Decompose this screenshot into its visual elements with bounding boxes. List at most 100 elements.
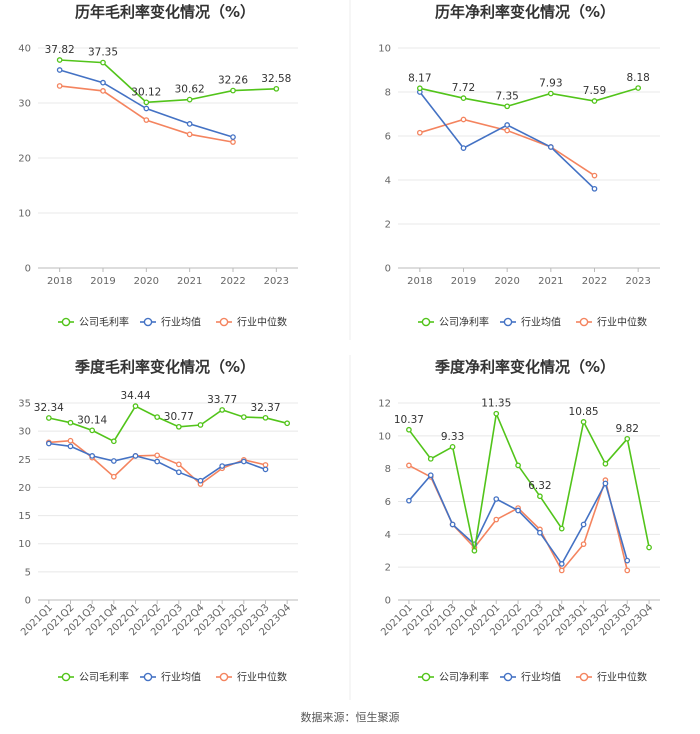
x-tick-label: 2023 <box>625 276 650 287</box>
legend-label: 行业中位数 <box>597 316 647 329</box>
legend-marker <box>61 672 71 682</box>
legend-marker <box>219 672 229 682</box>
y-tick-label: 0 <box>25 596 31 607</box>
series-2 <box>406 472 631 567</box>
legend-marker <box>421 317 431 327</box>
y-tick-label: 0 <box>385 264 391 275</box>
data-point <box>132 403 139 410</box>
data-point <box>143 105 150 112</box>
legend-label: 行业中位数 <box>237 316 287 329</box>
legend-item[interactable]: 行业均值 <box>140 316 201 329</box>
legend-marker <box>61 317 71 327</box>
legend-item[interactable]: 行业中位数 <box>576 671 647 684</box>
data-label: 6.32 <box>528 480 551 492</box>
data-label: 32.34 <box>34 402 64 414</box>
data-label: 7.72 <box>452 82 475 94</box>
chart-2: 历年净利率变化情况（%） 0 2 4 6 8 10 2018 2019 2020 2021 2022 2… <box>378 3 660 329</box>
data-point <box>427 455 434 462</box>
data-point <box>89 453 96 459</box>
legend-marker <box>219 317 229 327</box>
data-point <box>154 414 161 420</box>
legend-item[interactable]: 公司净利率 <box>418 671 489 684</box>
series-1: 37.82 37.35 30.12 30.62 32.26 32.58 <box>45 44 291 106</box>
y-tick-label: 30 <box>18 99 31 110</box>
data-point <box>67 443 74 450</box>
legend-item[interactable]: 行业中位数 <box>576 316 647 329</box>
series-2 <box>56 67 236 140</box>
series-line <box>408 464 629 572</box>
series-1: 10.37 9.33 11.35 6.32 10.85 9.82 <box>394 398 652 554</box>
y-tick-label: 2 <box>385 220 391 231</box>
data-label: 34.44 <box>120 390 150 402</box>
legend-item[interactable]: 行业均值 <box>500 671 561 684</box>
data-point <box>67 437 74 444</box>
y-tick-label: 5 <box>25 567 31 578</box>
y-tick-label: 12 <box>378 399 391 410</box>
source-note: 数据来源：恒生聚源 <box>301 710 400 724</box>
data-point <box>416 129 423 136</box>
data-point <box>56 57 63 63</box>
data-point <box>56 83 63 89</box>
data-point <box>89 427 96 434</box>
legend-item[interactable]: 公司净利率 <box>418 316 489 329</box>
data-label: 32.26 <box>218 75 248 87</box>
x-tick-label: 2021 <box>177 276 202 287</box>
data-label: 30.12 <box>131 86 161 98</box>
legend-marker <box>503 317 513 327</box>
data-point <box>262 462 269 468</box>
legend-label: 公司净利率 <box>439 316 489 329</box>
data-point <box>240 458 247 465</box>
data-point <box>197 422 204 428</box>
legend-item[interactable]: 行业中位数 <box>216 671 287 684</box>
data-label: 37.82 <box>45 44 75 56</box>
legend-label: 行业均值 <box>161 671 201 684</box>
data-point <box>100 79 106 86</box>
data-label: 10.37 <box>394 414 424 426</box>
x-tick-label: 2021 <box>538 276 563 287</box>
chart-title: 历年净利率变化情况（%） <box>435 3 615 21</box>
data-point <box>558 525 565 532</box>
x-tick-label: 2020 <box>134 276 159 287</box>
series-line <box>48 405 288 443</box>
legend: 公司毛利率 行业均值 行业中位数 <box>58 316 287 329</box>
data-point <box>591 172 598 179</box>
data-point <box>143 117 150 123</box>
legend-item[interactable]: 行业均值 <box>140 671 201 684</box>
data-point <box>273 85 280 92</box>
data-point <box>132 453 139 459</box>
data-label: 33.77 <box>207 394 237 406</box>
series-line <box>419 87 639 108</box>
y-tick-label: 4 <box>385 176 391 187</box>
data-point <box>175 423 182 430</box>
data-point <box>460 145 467 151</box>
data-point <box>580 541 587 548</box>
data-point <box>284 420 291 427</box>
x-tick-label: 2018 <box>407 276 432 287</box>
legend-item[interactable]: 行业均值 <box>500 316 561 329</box>
series-3 <box>406 462 631 574</box>
legend-marker <box>143 672 153 682</box>
legend-item[interactable]: 公司毛利率 <box>58 316 129 329</box>
legend: 公司毛利率 行业均值 行业中位数 <box>58 671 287 684</box>
data-label: 30.77 <box>164 411 194 423</box>
data-point <box>186 121 193 127</box>
chart-4: 季度净利率变化情况（%）0246810122021Q12021Q22021Q32… <box>378 358 660 684</box>
data-point <box>406 497 412 504</box>
legend-item[interactable]: 公司毛利率 <box>58 671 129 684</box>
legend-item[interactable]: 行业中位数 <box>216 316 287 329</box>
y-tick-label: 10 <box>378 44 391 55</box>
y-tick-label: 8 <box>385 88 391 99</box>
data-point <box>230 134 236 140</box>
data-point <box>175 469 182 476</box>
chart-3: 季度毛利率变化情况（%）051015202530352021Q12021Q220… <box>18 358 298 684</box>
data-point <box>56 67 63 73</box>
data-point <box>635 85 642 91</box>
legend-label: 公司毛利率 <box>79 316 129 329</box>
series-line <box>408 473 629 566</box>
y-tick-label: 6 <box>385 497 391 508</box>
data-point <box>262 414 269 421</box>
legend-label: 行业均值 <box>161 316 201 329</box>
data-point <box>175 461 182 468</box>
data-point <box>186 131 193 138</box>
y-tick-label: 10 <box>378 431 391 442</box>
